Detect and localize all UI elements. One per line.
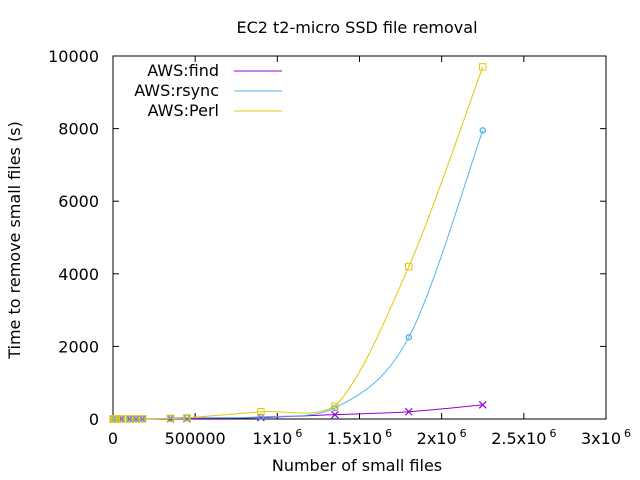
data-point <box>405 262 413 271</box>
legend-label: AWS:find <box>147 61 219 80</box>
x-tick-label: 1x10 6 <box>252 427 302 448</box>
series-2 <box>109 63 487 423</box>
chart-title: EC2 t2-micro SSD file removal <box>236 18 477 37</box>
y-tick-label: 10000 <box>48 47 99 66</box>
y-tick-label: 6000 <box>58 192 99 211</box>
x-tick-label-base: 2.5x10 <box>491 429 546 448</box>
x-tick-label-base: 500000 <box>165 429 226 448</box>
x-tick-label: 2.5x10 6 <box>491 427 556 448</box>
x-tick-label: 3x10 6 <box>581 427 631 448</box>
data-point <box>405 334 413 341</box>
y-tick-label: 8000 <box>58 120 99 139</box>
data-point <box>479 63 487 71</box>
data-point <box>117 415 125 423</box>
data-point <box>331 402 339 410</box>
x-tick-label: 1.5x10 6 <box>327 427 392 448</box>
data-point <box>331 404 339 412</box>
data-point <box>257 408 265 416</box>
legend-label: AWS:rsync <box>134 81 219 100</box>
data-point <box>138 415 147 423</box>
x-tick-label-exponent: 6 <box>624 427 631 440</box>
x-tick-label: 0 <box>108 429 118 448</box>
data-point <box>112 415 120 423</box>
x-tick-label-base: 1.5x10 <box>327 429 382 448</box>
data-point <box>166 414 175 423</box>
x-tick-label-base: 1x10 <box>252 429 292 448</box>
data-point <box>479 127 487 134</box>
data-point <box>478 400 487 409</box>
data-point <box>183 414 191 422</box>
axis-ticks: 0 500000 1x10 6 1.5x10 6 2x10 6 2.5x10 6 3x10 60200… <box>48 47 631 448</box>
y-axis-label: Time to remove small files (s) <box>5 121 24 360</box>
series-line <box>113 66 484 420</box>
x-tick-label-base: 3x10 <box>581 429 621 448</box>
y-tick-label: 2000 <box>58 337 99 356</box>
x-tick-label-exponent: 6 <box>549 427 556 440</box>
x-tick-label: 500000 <box>165 429 226 448</box>
data-point <box>330 410 339 419</box>
y-tick-label: 0 <box>89 410 99 429</box>
data-point <box>257 413 265 421</box>
series-layer <box>109 63 487 423</box>
x-tick-label-base: 0 <box>108 429 118 448</box>
x-tick-label-base: 2x10 <box>417 429 457 448</box>
series-1 <box>109 127 487 423</box>
data-point <box>404 407 413 416</box>
x-tick-label-exponent: 6 <box>460 427 467 440</box>
x-tick-label-exponent: 6 <box>295 427 302 440</box>
y-tick-label: 4000 <box>58 265 99 284</box>
x-tick-label: 2x10 6 <box>417 427 467 448</box>
series-line <box>113 130 484 420</box>
x-tick-label-exponent: 6 <box>385 427 392 440</box>
x-axis-label: Number of small files <box>272 456 442 475</box>
legend-label: AWS:Perl <box>148 101 219 120</box>
